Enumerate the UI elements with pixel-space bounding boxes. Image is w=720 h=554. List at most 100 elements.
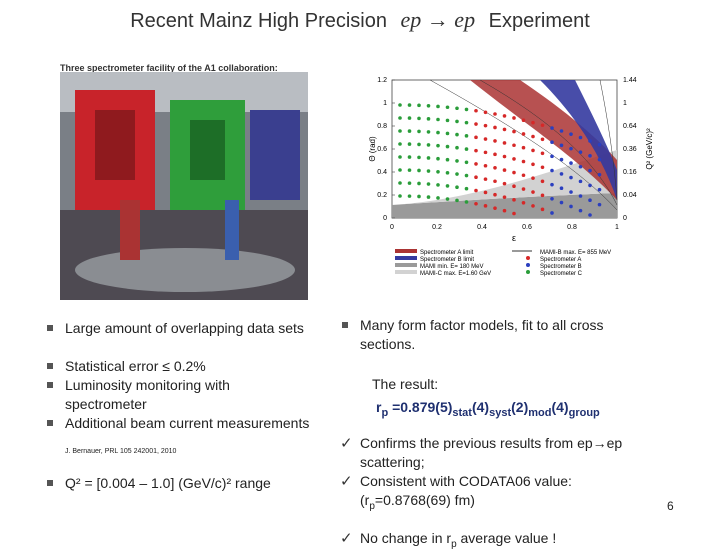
y-tick-label: 0	[383, 215, 387, 222]
data-point	[569, 146, 573, 151]
data-point	[426, 156, 431, 160]
data-point	[531, 190, 535, 194]
data-point	[407, 155, 412, 159]
legend-swatch	[395, 249, 417, 253]
text-part: (4)	[551, 399, 569, 415]
data-point	[569, 132, 573, 136]
data-point	[474, 108, 478, 113]
data-point	[540, 123, 545, 128]
data-point	[445, 105, 450, 110]
data-point	[436, 143, 440, 148]
data-point	[540, 179, 545, 184]
data-point	[483, 123, 488, 128]
data-point	[597, 202, 602, 207]
data-point	[531, 204, 535, 208]
text-part: (4)	[471, 399, 490, 415]
x-tick-label: 0.4	[477, 224, 487, 231]
data-point	[445, 157, 450, 162]
data-point	[569, 175, 573, 180]
data-point	[398, 194, 402, 198]
data-point	[578, 150, 583, 154]
data-point	[407, 129, 412, 133]
y-tick-label: 0.8	[377, 123, 387, 130]
data-point	[474, 201, 478, 206]
slide: Recent Mainz High Precision ep → ep Expe…	[47, 7, 674, 550]
data-point	[455, 106, 459, 111]
data-point	[436, 104, 440, 109]
data-point	[417, 155, 421, 160]
photo-caption: Three spectrometer facility of the A1 co…	[60, 63, 278, 73]
data-point	[512, 170, 516, 175]
data-point	[483, 190, 488, 195]
data-point	[569, 204, 573, 209]
legend-label: MAMI-B max. E= 855 MeV	[540, 250, 611, 256]
data-point	[512, 116, 516, 120]
data-point	[512, 129, 516, 134]
text-part: stat	[452, 406, 472, 419]
text-part: p	[369, 500, 375, 512]
text-part: =0.8768(69) fm)	[374, 492, 475, 508]
data-point	[445, 197, 450, 201]
title-formula: ep → ep	[400, 7, 476, 32]
data-point	[588, 183, 592, 188]
y-tick-label: 0.2	[377, 192, 387, 199]
data-point	[531, 162, 535, 167]
data-point	[436, 183, 440, 187]
text-part: group	[568, 406, 600, 419]
legend-label: Spectrometer A	[540, 257, 581, 263]
data-point	[578, 164, 583, 169]
data-point	[540, 207, 545, 212]
data-point	[493, 152, 497, 157]
data-point	[483, 163, 488, 168]
data-point	[474, 122, 478, 126]
data-point	[407, 194, 412, 198]
legend-swatch	[526, 263, 530, 267]
data-point	[521, 187, 526, 191]
data-point	[502, 127, 507, 132]
data-point	[597, 157, 602, 162]
y-tick-label: 1.2	[377, 77, 387, 84]
data-point	[521, 145, 526, 150]
data-point	[398, 142, 402, 146]
legend-swatch	[395, 256, 417, 260]
x-tick-label: 0.2	[432, 224, 442, 231]
legend-swatch	[395, 270, 417, 274]
data-point	[578, 208, 583, 213]
data-point	[540, 137, 545, 142]
data-point	[493, 139, 497, 143]
data-point	[436, 196, 440, 200]
x-axis-label: ε	[512, 233, 516, 243]
data-point	[502, 181, 507, 186]
data-point	[417, 194, 421, 199]
data-point	[483, 150, 488, 155]
x-tick-label: 1	[615, 224, 619, 231]
data-point	[597, 142, 602, 147]
data-point	[464, 107, 469, 112]
y2-tick-label: 0.36	[623, 146, 637, 153]
text-part: p	[381, 406, 389, 419]
data-point	[512, 143, 516, 148]
data-point	[493, 179, 497, 184]
data-point	[445, 118, 450, 123]
data-point	[407, 168, 412, 172]
data-point	[521, 159, 526, 164]
data-point	[464, 160, 469, 165]
y2-tick-label: 0.64	[623, 123, 637, 130]
data-point	[464, 134, 469, 138]
y2-tick-label: 0	[623, 215, 627, 222]
data-point	[483, 177, 488, 181]
data-point	[550, 197, 554, 201]
codata-value: (rp=0.8768(69) fm)	[360, 491, 475, 516]
legend-label: Spectrometer C	[540, 271, 583, 277]
y-tick-label: 0.6	[377, 146, 387, 153]
data-point	[502, 195, 507, 199]
title-text: Experiment	[488, 10, 590, 32]
y-tick-label: 0.4	[377, 169, 387, 176]
data-point	[512, 157, 516, 161]
data-point	[426, 182, 431, 186]
check: ✓ No change in rp average value !	[340, 530, 557, 550]
data-point	[540, 193, 545, 198]
data-point	[550, 168, 554, 173]
data-point	[559, 129, 564, 133]
data-point	[569, 161, 573, 165]
